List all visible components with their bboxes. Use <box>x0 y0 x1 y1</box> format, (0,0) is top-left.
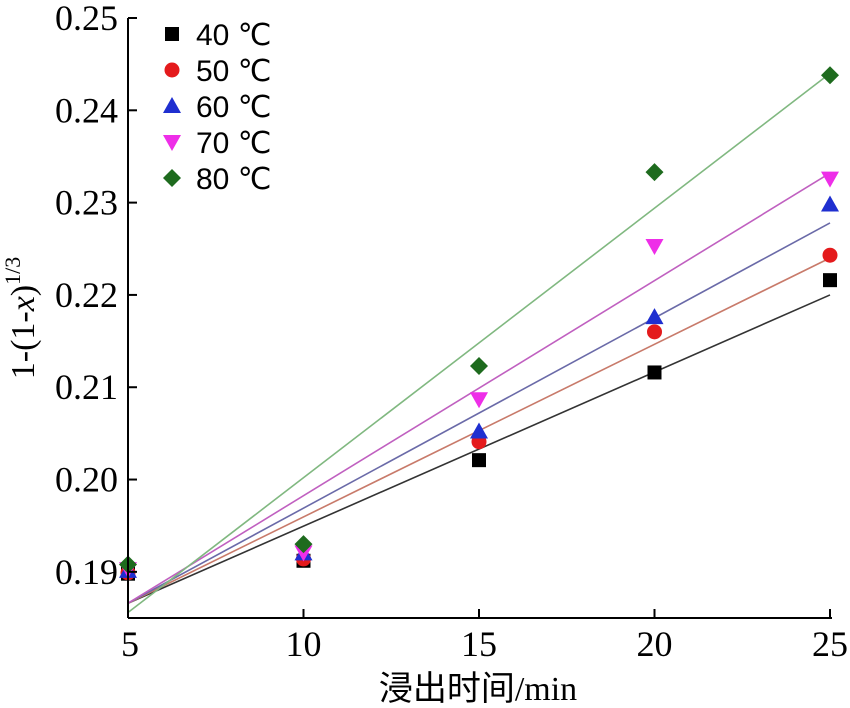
fit-line <box>127 72 831 614</box>
data-point <box>294 535 313 554</box>
y-tick-label: 0.24 <box>55 90 118 130</box>
y-axis-title-exponent: 1/3 <box>0 257 25 285</box>
x-tick-label: 25 <box>812 624 848 664</box>
y-tick-label: 0.19 <box>55 552 118 592</box>
data-point <box>647 324 662 340</box>
data-point <box>822 247 838 263</box>
data-point <box>645 163 664 182</box>
x-tick-label: 15 <box>461 624 497 664</box>
data-point <box>470 392 488 409</box>
y-axis-title: 1-(1-x)1/3 <box>0 257 42 380</box>
data-point <box>645 308 664 325</box>
fit-lines <box>127 72 831 614</box>
legend-marker <box>163 135 181 151</box>
data-point <box>645 239 664 255</box>
data-point <box>821 171 839 188</box>
y-tick-label: 0.20 <box>55 460 118 500</box>
data-point <box>821 195 839 212</box>
x-tick-label: 20 <box>637 624 673 664</box>
legend-label: 40 ℃ <box>196 19 271 52</box>
x-tick-label: 5 <box>121 624 139 664</box>
data-point <box>821 66 839 85</box>
y-axis-title-main: 1-(1- <box>5 311 42 379</box>
data-point <box>470 357 488 375</box>
legend-marker <box>165 27 179 41</box>
fit-line <box>127 172 831 604</box>
y-tick-label: 0.21 <box>55 367 118 407</box>
legend-label: 70 ℃ <box>196 127 271 160</box>
legend-label: 60 ℃ <box>196 91 271 124</box>
data-point <box>470 422 488 439</box>
legend-marker <box>163 97 181 113</box>
legend-marker <box>164 62 180 78</box>
x-ticks: 5 10 15 20 25 <box>121 609 848 664</box>
y-tick-label: 0.25 <box>55 0 118 38</box>
data-point <box>647 365 662 380</box>
legend-marker <box>163 169 181 187</box>
y-ticks: 0.19 0.20 0.21 0.22 0.23 0.24 0.25 <box>55 0 137 592</box>
data-point <box>823 273 837 288</box>
fit-line <box>127 222 831 604</box>
data-point <box>472 453 486 468</box>
y-tick-label: 0.22 <box>55 275 118 315</box>
y-axis-title-var: x <box>5 296 42 312</box>
y-axis-title-close: ) <box>5 285 42 296</box>
legend: 40 ℃50 ℃60 ℃70 ℃80 ℃ <box>163 19 271 196</box>
data-point <box>294 545 313 562</box>
y-tick-label: 0.23 <box>55 183 118 223</box>
legend-label: 80 ℃ <box>196 163 271 196</box>
x-tick-label: 10 <box>286 624 322 664</box>
x-axis-title: 浸出时间/min <box>379 670 577 708</box>
legend-label: 50 ℃ <box>196 55 271 88</box>
